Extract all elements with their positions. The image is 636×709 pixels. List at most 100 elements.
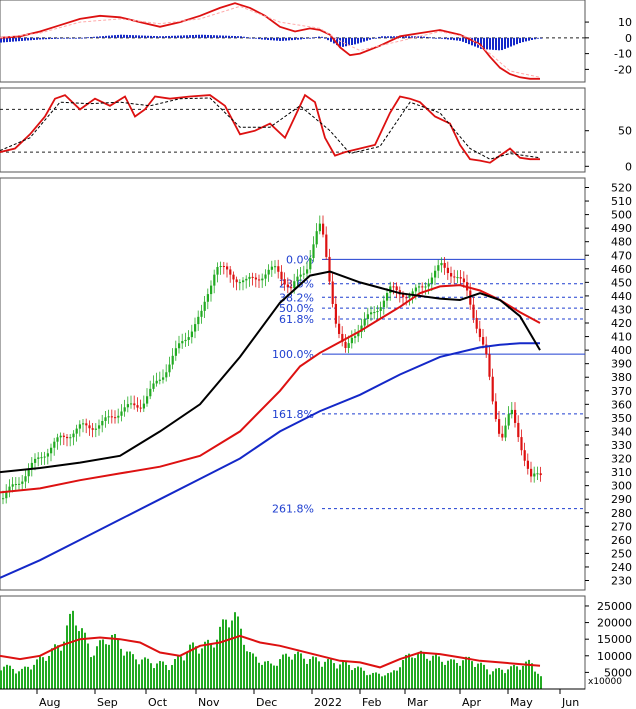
macd-histogram-bar bbox=[363, 37, 365, 42]
volume-bar bbox=[66, 625, 68, 689]
volume-bar bbox=[156, 663, 158, 689]
volume-bar bbox=[216, 639, 218, 689]
volume-bar bbox=[69, 613, 71, 689]
volume-bar bbox=[477, 663, 479, 689]
volume-bar bbox=[309, 659, 311, 689]
volume-bar bbox=[492, 671, 494, 689]
volume-bar bbox=[540, 676, 542, 689]
candle-body bbox=[130, 403, 133, 405]
macd-frame bbox=[0, 0, 586, 83]
candle-body bbox=[94, 428, 97, 430]
candle-body bbox=[453, 276, 456, 278]
volume-bar bbox=[522, 665, 524, 689]
candle-body bbox=[414, 287, 417, 292]
volume-bar bbox=[36, 659, 38, 689]
macd-histogram-bar bbox=[264, 37, 266, 40]
candle-body bbox=[309, 257, 312, 270]
candle-body bbox=[155, 380, 158, 384]
volume-bar bbox=[219, 626, 221, 689]
volume-bar bbox=[150, 663, 152, 689]
candle-body bbox=[158, 379, 161, 381]
macd-histogram-bar bbox=[45, 37, 47, 40]
volume-bar bbox=[207, 639, 209, 689]
volume-bar bbox=[531, 663, 533, 689]
macd-histogram-bar bbox=[183, 35, 185, 38]
volume-bar bbox=[171, 665, 173, 689]
price-y-tick-label: 520 bbox=[611, 181, 632, 194]
volume-bar bbox=[297, 651, 299, 689]
candle-body bbox=[373, 312, 376, 314]
macd-histogram-bar bbox=[57, 37, 59, 39]
macd-histogram-bar bbox=[492, 37, 494, 50]
candle-body bbox=[536, 473, 539, 475]
macd-histogram-bar bbox=[144, 35, 146, 38]
volume-y-tick-label: 15000 bbox=[597, 633, 632, 646]
macd-histogram-bar bbox=[12, 37, 14, 42]
candle-body bbox=[56, 437, 59, 442]
macd-histogram-bar bbox=[39, 37, 41, 40]
candle-body bbox=[75, 428, 78, 434]
price-y-tick-label: 460 bbox=[611, 263, 632, 276]
price-y-tick-label: 450 bbox=[611, 276, 632, 289]
volume-bar bbox=[474, 666, 476, 689]
candle-body bbox=[40, 457, 43, 459]
macd-histogram-bar bbox=[456, 37, 458, 41]
volume-bar bbox=[192, 642, 194, 689]
macd-histogram-bar bbox=[246, 37, 248, 39]
macd-histogram-bar bbox=[501, 37, 503, 51]
macd-histogram-bar bbox=[450, 37, 452, 40]
volume-bar bbox=[3, 666, 5, 689]
volume-bar bbox=[0, 670, 2, 689]
volume-bar bbox=[261, 664, 263, 689]
volume-bar bbox=[126, 651, 128, 689]
volume-bar bbox=[168, 670, 170, 689]
volume-bar bbox=[426, 658, 428, 689]
volume-bar bbox=[384, 675, 386, 689]
candle-body bbox=[290, 287, 293, 289]
macd-histogram-bar bbox=[222, 35, 224, 38]
volume-bar bbox=[372, 672, 374, 689]
macd-histogram-bar bbox=[519, 37, 521, 43]
macd-histogram-bar bbox=[402, 36, 404, 38]
price-y-tick-label: 380 bbox=[611, 371, 632, 384]
macd-histogram-bar bbox=[390, 36, 392, 38]
volume-bar bbox=[57, 645, 59, 689]
macd-histogram-bar bbox=[72, 37, 74, 39]
volume-bar bbox=[528, 659, 530, 689]
macd-histogram-bar bbox=[435, 37, 437, 39]
volume-bar bbox=[141, 659, 143, 689]
macd-histogram-bar bbox=[75, 37, 77, 39]
x-axis-tick-label: Jun bbox=[561, 696, 579, 709]
macd-histogram-bar bbox=[96, 36, 98, 38]
macd-histogram-bar bbox=[261, 37, 263, 40]
candle-body bbox=[498, 419, 501, 434]
macd-histogram-bar bbox=[51, 37, 53, 39]
volume-bar bbox=[90, 657, 92, 689]
candle-body bbox=[232, 274, 235, 280]
volume-bar bbox=[456, 663, 458, 689]
volume-bar bbox=[15, 673, 17, 689]
volume-bar bbox=[237, 616, 239, 689]
macd-histogram-bar bbox=[30, 37, 32, 41]
candle-body bbox=[82, 423, 85, 425]
macd-histogram-bar bbox=[135, 35, 137, 38]
macd-histogram-bar bbox=[378, 36, 380, 38]
macd-histogram-bar bbox=[123, 34, 125, 38]
candle-body bbox=[437, 265, 440, 271]
macd-histogram-bar bbox=[93, 36, 95, 38]
macd-histogram-bar bbox=[48, 37, 50, 40]
volume-bar bbox=[108, 644, 110, 689]
macd-histogram-bar bbox=[162, 36, 164, 38]
macd-histogram-bar bbox=[540, 37, 542, 39]
candle-body bbox=[270, 266, 273, 270]
fib-level-label: 61.8% bbox=[279, 313, 314, 326]
macd-histogram-bar bbox=[120, 34, 122, 38]
macd-histogram-bar bbox=[159, 36, 161, 38]
volume-y-tick-label: 20000 bbox=[597, 617, 632, 630]
macd-histogram-bar bbox=[69, 37, 71, 39]
macd-histogram-bar bbox=[228, 35, 230, 38]
macd-histogram-bar bbox=[27, 37, 29, 41]
macd-histogram-bar bbox=[534, 37, 536, 40]
volume-bar bbox=[507, 669, 509, 689]
